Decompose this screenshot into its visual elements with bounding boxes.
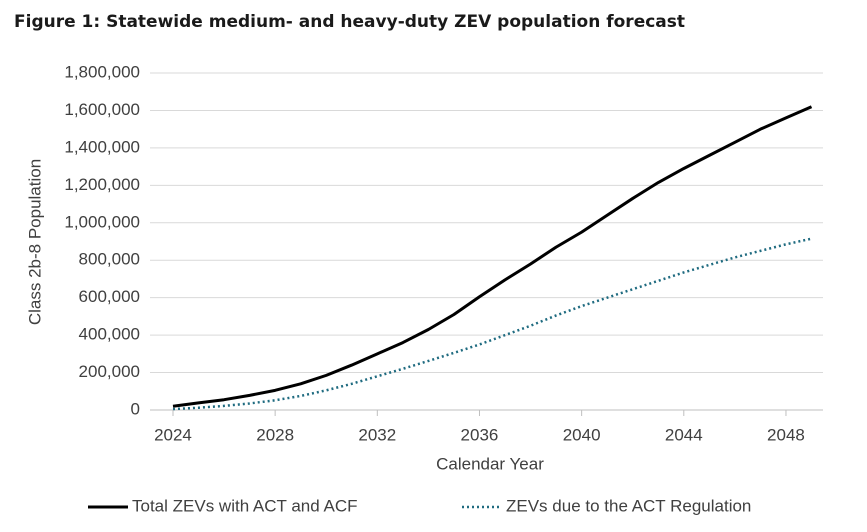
series-line <box>172 237 812 411</box>
y-tick-label: 600,000 <box>79 287 140 306</box>
x-tick-label: 2036 <box>461 425 499 444</box>
chart-title: Figure 1: Statewide medium- and heavy-du… <box>14 12 685 32</box>
y-tick-label: 1,400,000 <box>64 137 140 156</box>
x-tick-label: 2024 <box>154 425 192 444</box>
x-axis-title: Calendar Year <box>436 454 544 473</box>
y-tick-label: 1,600,000 <box>64 100 140 119</box>
y-tick-label: 0 <box>131 399 140 418</box>
y-tick-label: 800,000 <box>79 250 140 269</box>
y-tick-label: 400,000 <box>79 325 140 344</box>
x-tick-label: 2040 <box>563 425 601 444</box>
y-tick-label: 1,200,000 <box>64 175 140 194</box>
y-axis-title: Class 2b-8 Population <box>25 159 44 325</box>
y-tick-label: 1,000,000 <box>64 212 140 231</box>
x-tick-label: 2028 <box>256 425 294 444</box>
y-tick-label: 200,000 <box>79 362 140 381</box>
x-tick-label: 2032 <box>358 425 396 444</box>
x-tick-label: 2048 <box>767 425 805 444</box>
x-tick-label: 2044 <box>665 425 703 444</box>
y-tick-label: 1,800,000 <box>64 62 140 81</box>
legend-label: ZEVs due to the ACT Regulation <box>506 496 751 515</box>
series-line <box>172 105 813 408</box>
legend-label: Total ZEVs with ACT and ACF <box>132 496 358 515</box>
